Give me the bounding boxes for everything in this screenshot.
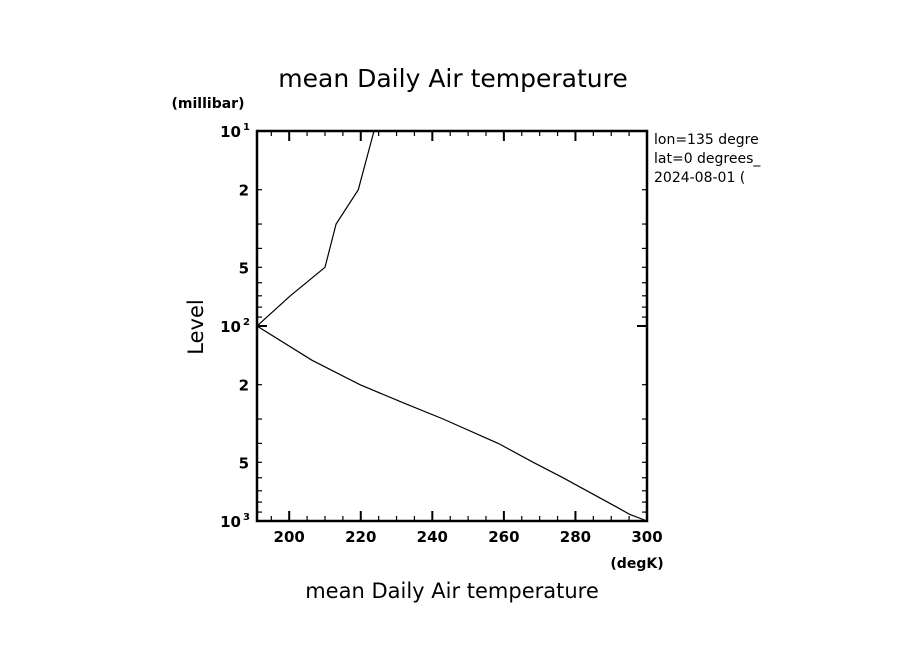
x-tick-label: 300 <box>631 528 662 546</box>
x-tick-label: 220 <box>345 528 376 546</box>
x-tick-label: 240 <box>417 528 448 546</box>
annotation-lon: lon=135 degre <box>654 132 759 148</box>
x-tick-label: 260 <box>488 528 519 546</box>
chart-title: mean Daily Air temperature <box>278 64 627 93</box>
x-tick-label: 280 <box>560 528 591 546</box>
y-tick-exponent: 2 <box>243 317 250 328</box>
y-tick-label: 10 <box>220 318 241 336</box>
y-tick-exponent: 3 <box>243 512 250 523</box>
y-tick-exponent: 1 <box>243 122 250 133</box>
y-unit-label: (millibar) <box>172 96 245 112</box>
annotation-date: 2024-08-01 ( <box>654 170 745 186</box>
y-tick-label: 5 <box>239 259 249 277</box>
x-axis-label: mean Daily Air temperature <box>305 579 599 603</box>
x-unit-label: (degK) <box>610 556 663 572</box>
y-tick-label: 2 <box>239 377 249 395</box>
y-tick-label: 5 <box>239 454 249 472</box>
annotation-clip <box>779 125 904 195</box>
y-axis-label: Level <box>184 299 208 354</box>
y-tick-label: 10 <box>220 513 241 531</box>
y-tick-label: 2 <box>239 182 249 200</box>
y-tick-label: 10 <box>220 123 241 141</box>
plot-frame <box>255 129 649 523</box>
annotation-lat: lat=0 degrees_ <box>654 151 761 167</box>
x-tick-label: 200 <box>274 528 305 546</box>
series-line <box>256 130 648 522</box>
